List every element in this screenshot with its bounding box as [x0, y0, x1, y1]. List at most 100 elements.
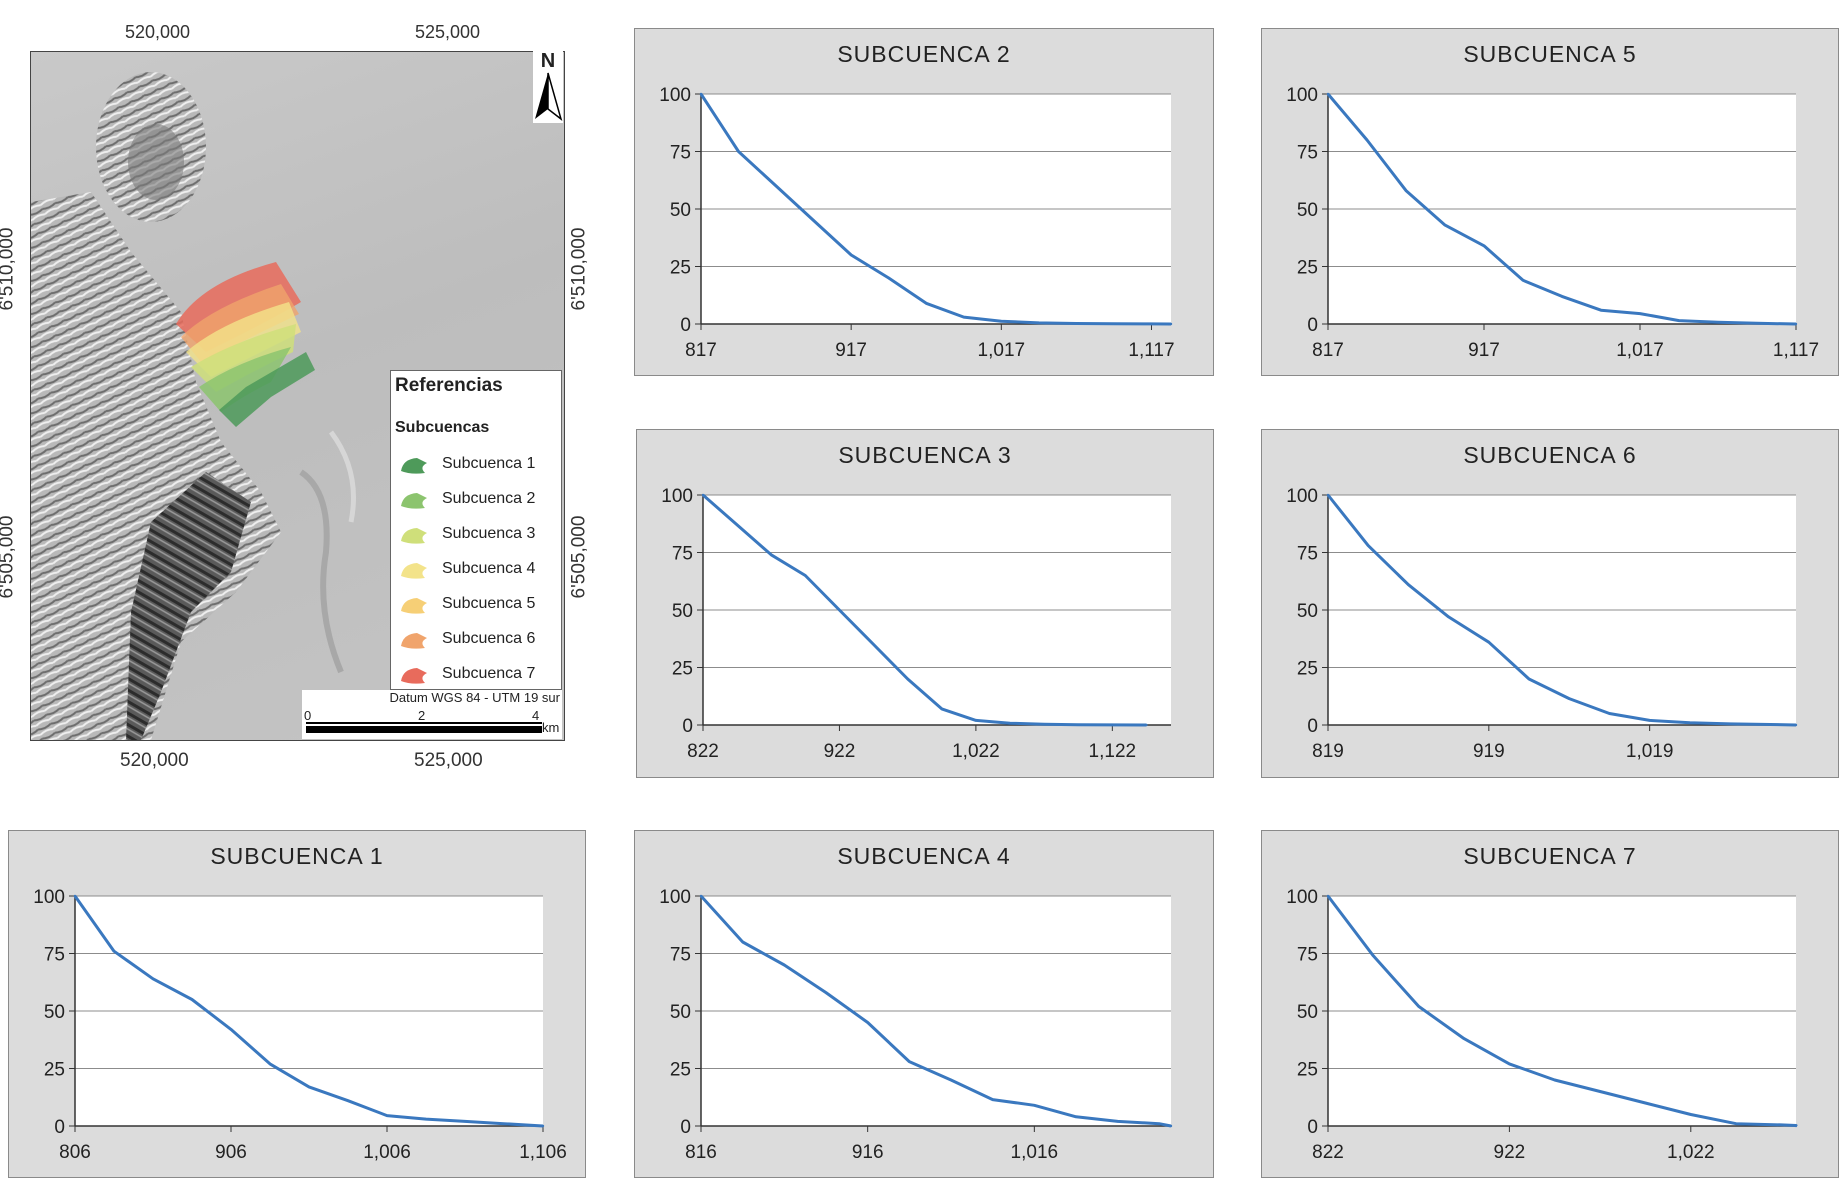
data-point — [949, 1078, 953, 1082]
data-point — [906, 677, 909, 681]
y-tick-label: 75 — [1297, 143, 1318, 164]
data-point — [1112, 322, 1116, 325]
x-tick-label: 922 — [824, 741, 856, 762]
data-point — [1553, 1078, 1556, 1082]
chart-title: SUBCUENCA 1 — [210, 843, 384, 869]
data-point — [701, 493, 705, 497]
data-point — [1077, 723, 1080, 726]
data-point — [887, 276, 890, 280]
legend-item: Subcuenca 3 — [399, 523, 559, 547]
chart-title: SUBCUENCA 2 — [837, 41, 1011, 67]
scale-label-2: 2 — [418, 708, 426, 723]
data-point — [151, 977, 155, 980]
data-point — [424, 1117, 428, 1121]
data-point — [925, 302, 928, 305]
y-tick-label: 50 — [1297, 200, 1318, 221]
x-tick-label: 1,016 — [1011, 1142, 1059, 1163]
data-point — [1780, 1123, 1783, 1127]
y-tick-label: 0 — [1307, 716, 1318, 737]
data-point — [1326, 894, 1330, 898]
chart-plot: 0 25 50 75 100 822 922 1,022 1,122 — [661, 486, 1171, 762]
y-tick-label: 75 — [1297, 945, 1318, 966]
north-label: N — [540, 50, 556, 72]
x-tick-label: 919 — [1473, 741, 1505, 762]
legend-subtitle: Subcuencas — [395, 419, 490, 436]
data-point — [699, 894, 703, 898]
data-point — [1407, 583, 1410, 586]
basin-map: 520,000 525,000 520,000 525,000 6'510,00… — [0, 0, 600, 790]
x-tick-label: 1,019 — [1626, 741, 1674, 762]
data-point — [1042, 723, 1046, 726]
hillshade-relief — [31, 72, 356, 740]
legend-item: Subcuenca 1 — [399, 453, 559, 477]
y-tick-label: 100 — [1286, 85, 1318, 106]
data-point — [1367, 544, 1370, 547]
data-point — [1326, 493, 1330, 497]
data-point — [1326, 92, 1330, 96]
data-point — [1508, 1062, 1511, 1066]
data-point — [940, 707, 943, 711]
data-point — [541, 1124, 545, 1128]
data-point — [1150, 322, 1153, 326]
legend-swatch-icon — [401, 633, 427, 649]
y-tick-label: 25 — [1297, 258, 1318, 279]
x-tick-label: 917 — [835, 340, 867, 361]
series-line — [702, 493, 1147, 727]
data-point — [838, 608, 841, 612]
data-point — [1116, 1120, 1119, 1123]
data-point — [1598, 1090, 1602, 1093]
data-point — [1644, 1101, 1647, 1105]
data-point — [770, 553, 773, 556]
scale-label-4: 4 — [532, 708, 540, 723]
data-point — [1599, 309, 1603, 312]
data-point — [502, 1122, 506, 1125]
y-tick-label: 100 — [1286, 887, 1318, 908]
map-left-tick-6510000: 6'510,000 — [0, 227, 18, 311]
data-point — [1372, 954, 1375, 957]
data-point — [1689, 1113, 1692, 1116]
map-bottom-tick-520000: 520,000 — [120, 750, 189, 771]
chart-plot: 0 25 50 75 100 806 906 1,006 1,106 — [33, 887, 566, 1163]
data-point — [866, 1021, 869, 1024]
chart-title: SUBCUENCA 5 — [1463, 41, 1637, 67]
data-point — [1560, 295, 1564, 298]
x-tick-label: 1,022 — [1667, 1142, 1715, 1163]
map-right-tick-6505000: 6'505,000 — [568, 515, 590, 599]
x-tick-label: 916 — [852, 1142, 884, 1163]
data-point — [1417, 1005, 1420, 1008]
x-tick-label: 1,006 — [363, 1142, 411, 1163]
data-point — [735, 523, 739, 527]
y-tick-label: 25 — [1297, 659, 1318, 680]
x-tick-label: 817 — [685, 340, 717, 361]
map-bottom-tick-525000: 525,000 — [414, 750, 483, 771]
data-point — [1111, 723, 1114, 727]
data-point — [1734, 1122, 1738, 1125]
datum-label: Datum WGS 84 - UTM 19 sur — [389, 690, 560, 705]
data-point — [1608, 712, 1611, 715]
scale-bar-outline — [306, 722, 542, 724]
x-tick-label: 922 — [1494, 1142, 1526, 1163]
data-point — [1677, 319, 1681, 322]
data-point — [908, 1060, 911, 1063]
data-point — [1755, 322, 1759, 325]
legend-swatch-icon — [401, 493, 427, 509]
legend-label: Subcuenca 5 — [442, 595, 536, 612]
chart-subcuenca-3: SUBCUENCA 3 0 25 50 75 100 822 922 1,022 1,122 — [636, 429, 1214, 778]
y-tick-label: 100 — [659, 85, 691, 106]
y-tick-label: 0 — [1307, 1117, 1318, 1138]
y-tick-label: 75 — [44, 945, 65, 966]
legend-swatch-icon — [401, 528, 427, 544]
x-tick-label: 1,022 — [952, 741, 1000, 762]
data-point — [1462, 1037, 1466, 1040]
x-tick-label: 1,117 — [1128, 340, 1174, 361]
data-point — [1169, 322, 1173, 326]
chart-plot: 0 25 50 75 100 819 919 1,019 — [1286, 486, 1798, 762]
legend-swatch-icon — [401, 458, 427, 474]
data-point — [268, 1062, 272, 1066]
data-point — [112, 950, 116, 953]
legend-swatch-icon — [401, 563, 427, 579]
data-point — [824, 991, 828, 994]
data-point — [229, 1028, 233, 1031]
data-point — [872, 643, 875, 646]
data-point — [804, 574, 807, 577]
